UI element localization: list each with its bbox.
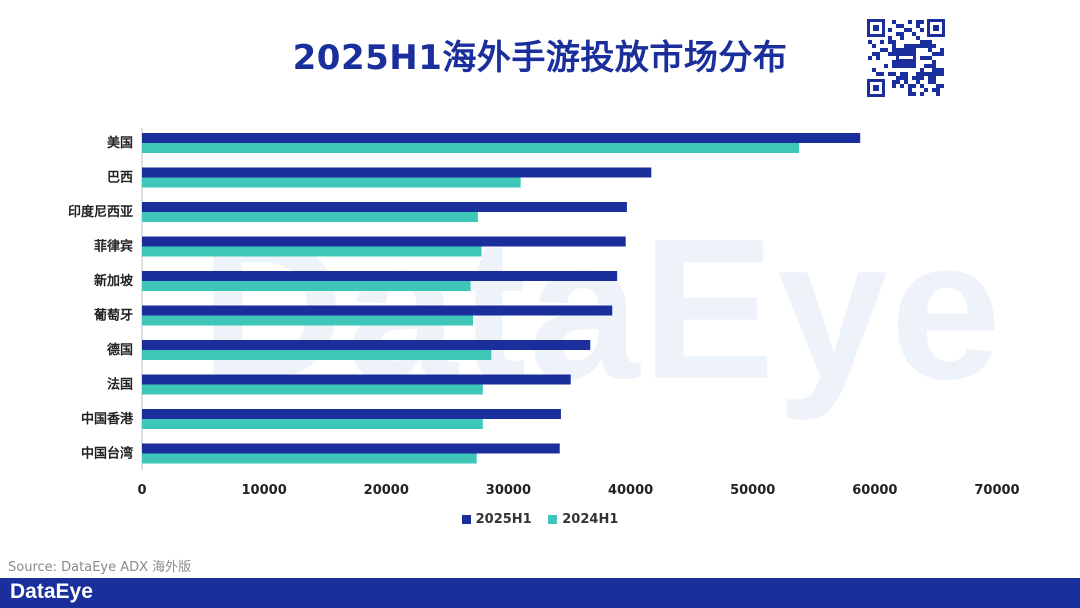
- bar-2024h1: [142, 212, 478, 222]
- bar-2025h1: [142, 305, 613, 316]
- category-label: 新加坡: [94, 273, 134, 289]
- bar-2024h1: [142, 246, 482, 257]
- category-label: 葡萄牙: [93, 308, 133, 324]
- bar-2024h1: [142, 177, 521, 188]
- category-label: 法国: [107, 377, 133, 393]
- chart-legend: 2025H1 2024H1: [0, 512, 1080, 528]
- legend-label-2025h1: 2025H1: [475, 512, 532, 527]
- x-tick-label: 70000: [974, 483, 1019, 498]
- bar-2024h1: [142, 143, 800, 153]
- x-tick-label: 30000: [486, 483, 531, 498]
- bar-2025h1: [142, 133, 861, 143]
- category-label: 中国台湾: [81, 446, 133, 462]
- footer-bar: DataEye: [0, 578, 1080, 608]
- category-label: 美国: [107, 135, 133, 151]
- bar-2025h1: [142, 167, 652, 178]
- bar-2024h1: [142, 453, 477, 464]
- category-label: 印度尼西亚: [68, 204, 133, 220]
- category-label: 德国: [107, 342, 133, 358]
- legend-label-2024h1: 2024H1: [562, 512, 619, 527]
- qr-code-icon: [866, 18, 946, 98]
- bar-2024h1: [142, 350, 492, 360]
- legend-item-2025h1: 2025H1: [461, 512, 532, 527]
- bar-2025h1: [142, 271, 618, 281]
- legend-swatch-2025h1: [461, 515, 471, 524]
- bar-2024h1: [142, 315, 474, 326]
- x-tick-label: 50000: [730, 483, 775, 498]
- bar-2025h1: [142, 202, 627, 212]
- x-tick-label: 0: [137, 483, 146, 498]
- page-title: 2025H1海外手游投放市场分布: [292, 38, 788, 78]
- bar-2025h1: [142, 443, 560, 454]
- x-tick-label: 40000: [608, 483, 653, 498]
- bar-2025h1: [142, 236, 626, 247]
- bar-2024h1: [142, 384, 483, 395]
- footer-logo: DataEye: [10, 580, 93, 603]
- bar-2025h1: [142, 374, 571, 385]
- category-label: 菲律宾: [94, 239, 133, 255]
- source-note: Source: DataEye ADX 海外版: [8, 560, 192, 575]
- x-tick-label: 60000: [852, 483, 897, 498]
- bar-2025h1: [142, 340, 591, 350]
- category-label: 巴西: [107, 171, 133, 186]
- category-label: 中国香港: [81, 411, 134, 427]
- bar-2024h1: [142, 281, 471, 291]
- x-tick-label: 10000: [242, 483, 287, 498]
- legend-item-2024h1: 2024H1: [548, 512, 618, 527]
- bar-2024h1: [142, 419, 483, 429]
- x-tick-label: 20000: [364, 483, 409, 498]
- legend-swatch-2024h1: [548, 515, 558, 524]
- bar-2025h1: [142, 409, 561, 419]
